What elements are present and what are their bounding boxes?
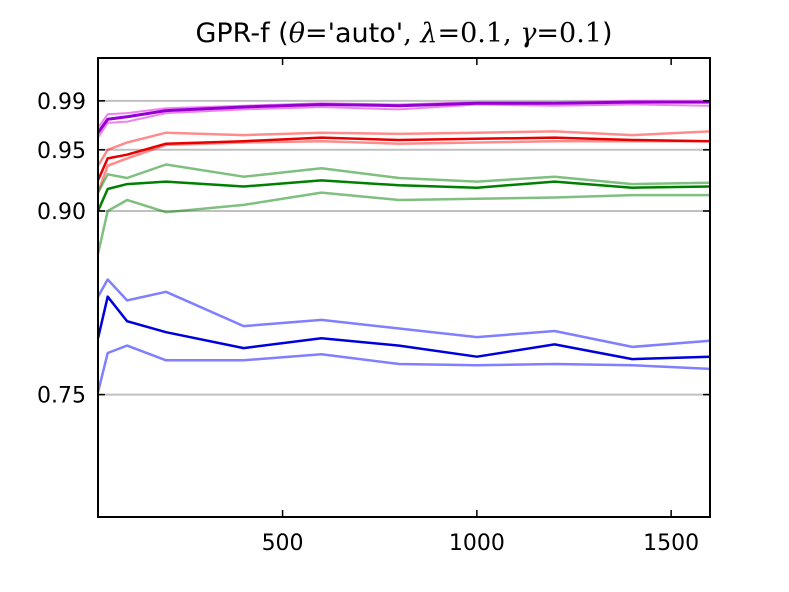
y-tick-label-1: 0.90 <box>37 200 86 225</box>
series-line-3 <box>96 139 710 194</box>
series-line-5 <box>96 136 711 181</box>
series-line-4 <box>96 130 711 167</box>
y-tick-label-0: 0.75 <box>37 384 86 409</box>
title-theta-symbol: θ <box>289 18 305 49</box>
title-suffix: ) <box>602 18 613 49</box>
title-lambda-symbol: λ <box>419 18 437 49</box>
series-line-9 <box>96 344 711 393</box>
title-equals-3: = <box>536 18 559 49</box>
chart-title: GPR-f (θ='auto', λ=0.1, γ=0.1) <box>195 18 612 49</box>
series-line-11 <box>96 295 711 361</box>
y-tick-label-2: 0.95 <box>37 139 86 164</box>
series-line-0 <box>97 103 711 139</box>
title-lambda-value: 0.1 <box>460 18 503 49</box>
title-gamma-value: 0.1 <box>559 18 602 49</box>
title-equals-1: = <box>305 18 328 49</box>
data-series <box>96 99 711 393</box>
plot-frame <box>97 57 711 518</box>
x-tick-label-0: 500 <box>262 531 304 556</box>
title-equals-2: = <box>438 18 461 49</box>
title-gamma-symbol: γ <box>520 18 537 49</box>
title-theta-value: 'auto' <box>328 18 404 49</box>
series-line-2 <box>96 100 710 134</box>
title-prefix: GPR-f ( <box>195 18 288 49</box>
series-line-10 <box>96 278 711 349</box>
x-tick-label-2: 1500 <box>643 531 699 556</box>
axes <box>97 57 711 518</box>
series-line-6 <box>96 191 710 255</box>
title-comma-1: , <box>403 18 420 49</box>
y-tick-label-3: 0.99 <box>37 90 86 115</box>
title-comma-2: , <box>503 18 520 49</box>
series-line-8 <box>96 179 711 212</box>
series-line-7 <box>96 163 711 194</box>
ticks: 500 1000 1500 0.75 0.90 0.95 0.99 <box>37 58 710 556</box>
x-tick-label-1: 1000 <box>449 531 505 556</box>
